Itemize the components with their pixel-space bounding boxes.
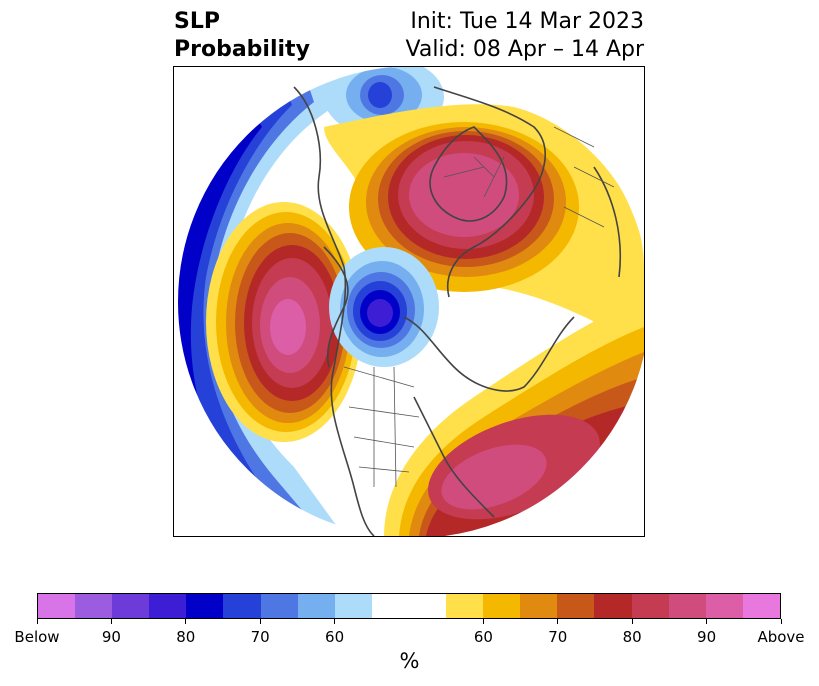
colorbar-segment xyxy=(520,594,558,618)
colorbar-segment xyxy=(260,594,298,618)
colorbar-tick-mark xyxy=(259,619,261,624)
colorbar-tick-label: 90 xyxy=(101,628,121,646)
colorbar-tick-label: Above xyxy=(757,628,805,646)
colorbar-segment xyxy=(297,594,335,618)
polar-map xyxy=(176,67,644,536)
colorbar-tick-label: 60 xyxy=(473,628,493,646)
colorbar-tick-mark xyxy=(334,619,336,624)
colorbar-segment xyxy=(186,594,224,618)
colorbar-segment xyxy=(631,594,669,618)
date-info: Init: Tue 14 Mar 2023 Valid: 08 Apr – 14… xyxy=(406,8,645,64)
colorbar-segment xyxy=(149,594,187,618)
colorbar-segment xyxy=(483,594,521,618)
colorbar-segment xyxy=(594,594,632,618)
valid-range: Valid: 08 Apr – 14 Apr xyxy=(405,37,645,62)
colorbar-segment xyxy=(223,594,261,618)
colorbar-segment xyxy=(446,594,484,618)
colorbar-tick-label: 90 xyxy=(697,628,717,646)
colorbar-tick-mark xyxy=(706,619,708,624)
colorbar-tick-label: 70 xyxy=(548,628,568,646)
colorbar-tick-label: Below xyxy=(14,628,60,646)
colorbar xyxy=(37,593,781,619)
init-date: Init: Tue 14 Mar 2023 xyxy=(410,9,644,34)
colorbar-segment xyxy=(334,594,372,618)
colorbar-label: % xyxy=(399,649,420,673)
colorbar-segment xyxy=(668,594,706,618)
colorbar-tick-label: 70 xyxy=(250,628,270,646)
colorbar-segment xyxy=(371,594,447,618)
map-panel xyxy=(173,66,645,537)
colorbar-tick-mark xyxy=(557,619,559,624)
coastlines xyxy=(293,86,622,536)
colorbar-tick-mark xyxy=(36,619,38,624)
borders xyxy=(343,126,615,488)
colorbar-segment xyxy=(75,594,113,618)
colorbar-segment xyxy=(38,594,76,618)
colorbar-tick-label: 80 xyxy=(176,628,196,646)
title-line-1: SLP xyxy=(174,9,220,34)
chart-title: SLP Probability xyxy=(174,8,310,64)
colorbar-tick-mark xyxy=(482,619,484,624)
colorbar-segment xyxy=(557,594,595,618)
title-line-2: Probability xyxy=(174,37,310,62)
colorbar-tick-mark xyxy=(110,619,112,624)
colorbar-tick-label: 60 xyxy=(325,628,345,646)
colorbar-segment xyxy=(112,594,150,618)
colorbar-segment xyxy=(705,594,743,618)
colorbar-segment xyxy=(742,594,780,618)
colorbar-tick-label: 80 xyxy=(622,628,642,646)
colorbar-tick-mark xyxy=(185,619,187,624)
colorbar-tick-mark xyxy=(780,619,782,624)
colorbar-tick-mark xyxy=(631,619,633,624)
